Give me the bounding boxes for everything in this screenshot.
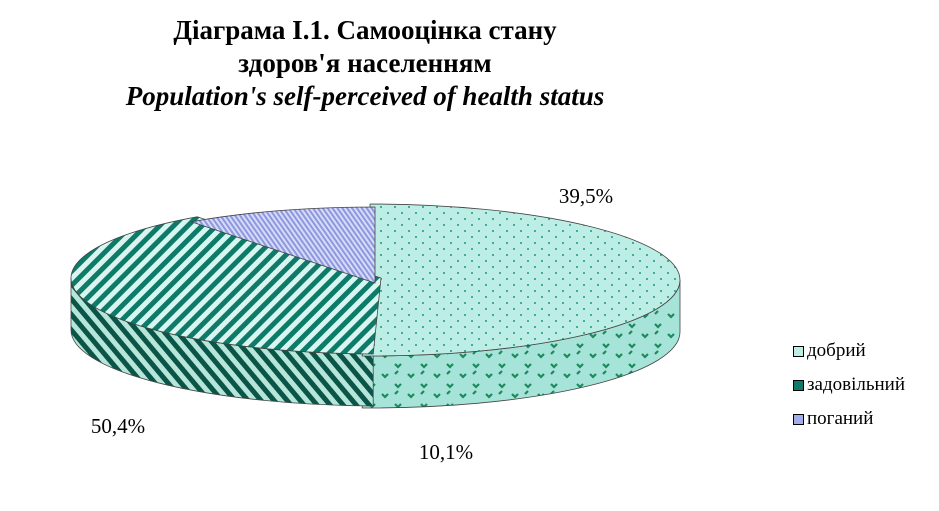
legend-item-satisfactory: задовільний [793, 374, 905, 396]
legend-swatch-satisfactory [793, 379, 804, 391]
data-label-good: 50,4% [91, 414, 145, 438]
title-line-english: Population's self-perceived of health st… [125, 81, 605, 111]
legend-item-poor: поганий [793, 408, 905, 430]
pie-slice-good [361, 203, 681, 357]
title-line-2: здоров'я населенням [238, 48, 492, 78]
legend-item-good: добрий [793, 340, 905, 362]
legend-swatch-good [793, 345, 804, 357]
legend-label-satisfactory: задовільний [807, 374, 906, 395]
pie-slice-poor [191, 206, 376, 284]
pie-slice-satisfactory [70, 216, 382, 355]
legend: добрий задовільний поганий [793, 340, 905, 442]
title-line-1: Діаграма І.1. Самооцінка стану [173, 15, 557, 45]
legend-label-poor: поганий [807, 408, 874, 429]
chart-title: Діаграма І.1. Самооцінка стану здоров'я … [0, 14, 730, 113]
data-label-poor: 10,1% [419, 440, 473, 464]
legend-swatch-poor [793, 413, 804, 425]
legend-label-good: добрий [807, 340, 866, 361]
data-label-satisfactory: 39,5% [559, 184, 613, 208]
